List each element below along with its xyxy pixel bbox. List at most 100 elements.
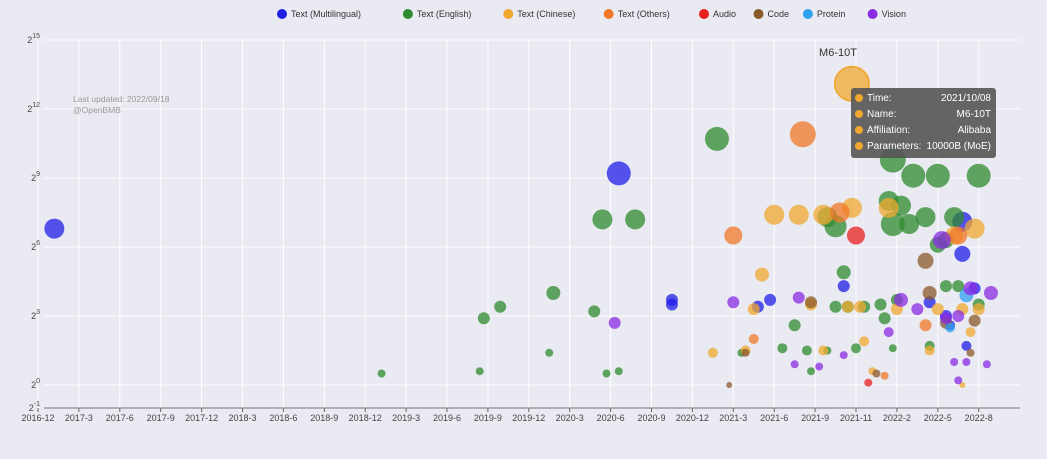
data-point xyxy=(704,126,729,151)
legend-marker xyxy=(753,9,764,19)
data-point xyxy=(847,226,865,245)
data-point xyxy=(959,382,966,388)
x-tick-label: 2019-9 xyxy=(474,413,502,423)
data-point xyxy=(931,303,944,316)
data-point xyxy=(952,310,965,322)
data-point xyxy=(788,204,809,225)
data-point xyxy=(790,360,799,369)
data-point xyxy=(625,209,646,230)
data-point xyxy=(878,197,899,218)
watermark-date: Last updated: 2022/09/18 xyxy=(73,94,170,104)
data-point xyxy=(588,305,601,318)
legend-label: Text (Others) xyxy=(618,9,670,19)
x-tick-label: 2020-6 xyxy=(597,413,625,423)
data-point xyxy=(614,367,623,376)
data-point xyxy=(724,226,743,245)
legend-label: Audio xyxy=(713,9,736,19)
x-tick-label: 2016-12 xyxy=(21,413,54,423)
data-point xyxy=(477,312,490,325)
data-point xyxy=(925,163,950,188)
x-tick-label: 2017-6 xyxy=(106,413,134,423)
data-point xyxy=(972,303,985,316)
x-tick-label: 2021-6 xyxy=(760,413,788,423)
highlight-label: M6-10T xyxy=(819,47,857,59)
data-point xyxy=(893,292,908,307)
data-point xyxy=(839,351,848,360)
x-tick-label: 2020-9 xyxy=(637,413,665,423)
x-tick-label: 2020-3 xyxy=(556,413,584,423)
data-point xyxy=(836,265,851,280)
tooltip-value: M6-10T xyxy=(957,109,991,120)
tooltip-key: Time: xyxy=(867,93,892,104)
legend-label: Text (English) xyxy=(417,9,472,19)
data-point xyxy=(922,286,937,300)
legend-marker xyxy=(603,9,614,19)
data-point xyxy=(954,376,963,385)
x-tick-label: 2018-6 xyxy=(269,413,297,423)
data-point xyxy=(966,163,991,188)
data-point xyxy=(919,319,932,332)
legend-label: Text (Multilingual) xyxy=(291,9,361,19)
data-point xyxy=(764,204,785,225)
data-point xyxy=(754,267,769,282)
grid xyxy=(37,39,1020,409)
data-point xyxy=(932,231,951,250)
data-point xyxy=(911,303,924,316)
watermark-credit: @OpenBMB xyxy=(73,105,121,115)
data-point xyxy=(777,343,788,354)
data-point xyxy=(789,121,816,148)
data-point xyxy=(851,343,861,354)
data-point xyxy=(965,327,976,338)
legend-marker xyxy=(699,9,709,19)
data-point xyxy=(829,202,850,223)
legend-label: Text (Chinese) xyxy=(517,9,575,19)
legend-marker xyxy=(802,9,813,19)
data-point xyxy=(878,312,891,325)
data-point xyxy=(924,345,935,356)
data-point xyxy=(841,300,854,313)
x-axis: 2016-12 2017-3 2017-6 2017-9 2017-12 2018-3 20… xyxy=(21,407,1020,423)
x-tick-label: 2021-9 xyxy=(801,413,829,423)
data-point xyxy=(982,360,991,369)
data-point xyxy=(818,345,829,356)
data-point xyxy=(966,348,975,357)
data-point xyxy=(872,369,881,378)
data-point xyxy=(961,340,972,351)
x-tick-label: 2022-8 xyxy=(965,413,993,423)
data-point xyxy=(377,369,386,378)
legend-label: Code xyxy=(768,9,790,19)
data-point xyxy=(602,369,611,378)
x-tick-label: 2019-6 xyxy=(433,413,461,423)
tooltip-value: Alibaba xyxy=(958,125,992,136)
y-tick-label: 26 xyxy=(31,240,40,252)
data-point xyxy=(475,367,484,376)
data-point xyxy=(792,291,805,304)
tooltip-value: 2021/10/08 xyxy=(941,93,991,104)
tooltip-marker xyxy=(855,142,863,150)
data-point xyxy=(788,319,801,332)
data-point xyxy=(954,245,971,262)
data-point xyxy=(880,371,889,380)
data-point xyxy=(962,358,971,366)
data-point xyxy=(726,382,733,388)
data-point xyxy=(968,314,981,327)
legend-marker xyxy=(867,9,878,19)
data-point xyxy=(917,252,934,269)
x-tick-label: 2021-3 xyxy=(719,413,747,423)
data-point xyxy=(880,212,905,236)
x-tick-label: 2017-12 xyxy=(185,413,218,423)
data-point xyxy=(944,207,965,228)
data-point xyxy=(606,161,631,186)
legend-marker xyxy=(503,9,514,19)
data-point xyxy=(829,300,842,313)
y-tick-label: 20 xyxy=(31,378,40,390)
tooltip-box xyxy=(851,88,996,158)
x-tick-label: 2018-12 xyxy=(349,413,382,423)
legend-marker xyxy=(402,9,413,19)
data-point xyxy=(546,286,561,300)
x-tick-label: 2017-9 xyxy=(147,413,175,423)
data-point xyxy=(592,209,613,230)
x-tick-label: 2018-9 xyxy=(310,413,338,423)
